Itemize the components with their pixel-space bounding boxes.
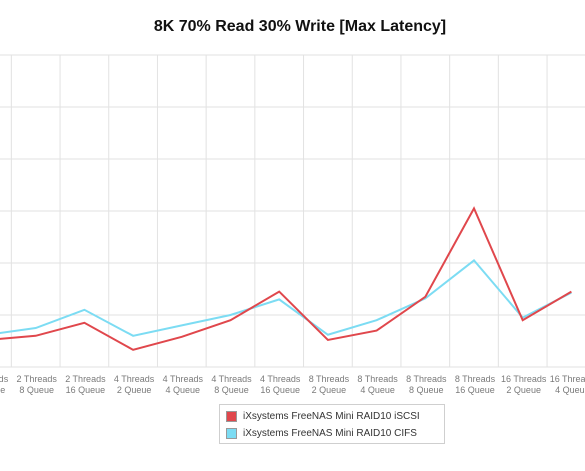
legend: iXsystems FreeNAS Mini RAID10 iSCSI iXsy… (219, 404, 445, 444)
legend-label-cifs: iXsystems FreeNAS Mini RAID10 CIFS (243, 428, 417, 439)
chart-title: 8K 70% Read 30% Write [Max Latency] (153, 18, 447, 35)
x-tick-label: 4 Threads 8 Queue (211, 374, 252, 395)
x-tick-label: 8 Threads 2 Queue (309, 374, 350, 395)
x-tick-label: 8 Threads 4 Queue (357, 374, 398, 395)
x-tick-label: 2 Threads 16 Queue (65, 374, 106, 395)
x-tick-label: 4 Threads 16 Queue (260, 374, 301, 395)
legend-swatch-cifs (226, 428, 237, 439)
x-tick-label: 8 Threads 8 Queue (406, 374, 447, 395)
x-tick-label: 16 Threads 2 Queue (501, 374, 547, 395)
legend-swatch-iscsi (226, 411, 237, 422)
legend-label-iscsi: iXsystems FreeNAS Mini RAID10 iSCSI (243, 411, 420, 422)
series-layer (0, 206, 572, 351)
x-tick-label: 4 Threads 2 Queue (114, 374, 155, 395)
x-tick-label: 8 Threads 16 Queue (455, 374, 496, 395)
x-tick-label: 4 Threads 4 Queue (163, 374, 204, 395)
x-tick-label: 2 Threads 8 Queue (17, 374, 58, 395)
legend-item-cifs[interactable]: iXsystems FreeNAS Mini RAID10 CIFS (226, 425, 438, 442)
series-line-iscsi (0, 206, 572, 351)
grid-layer (0, 54, 585, 368)
legend-item-iscsi[interactable]: iXsystems FreeNAS Mini RAID10 iSCSI (226, 408, 438, 425)
